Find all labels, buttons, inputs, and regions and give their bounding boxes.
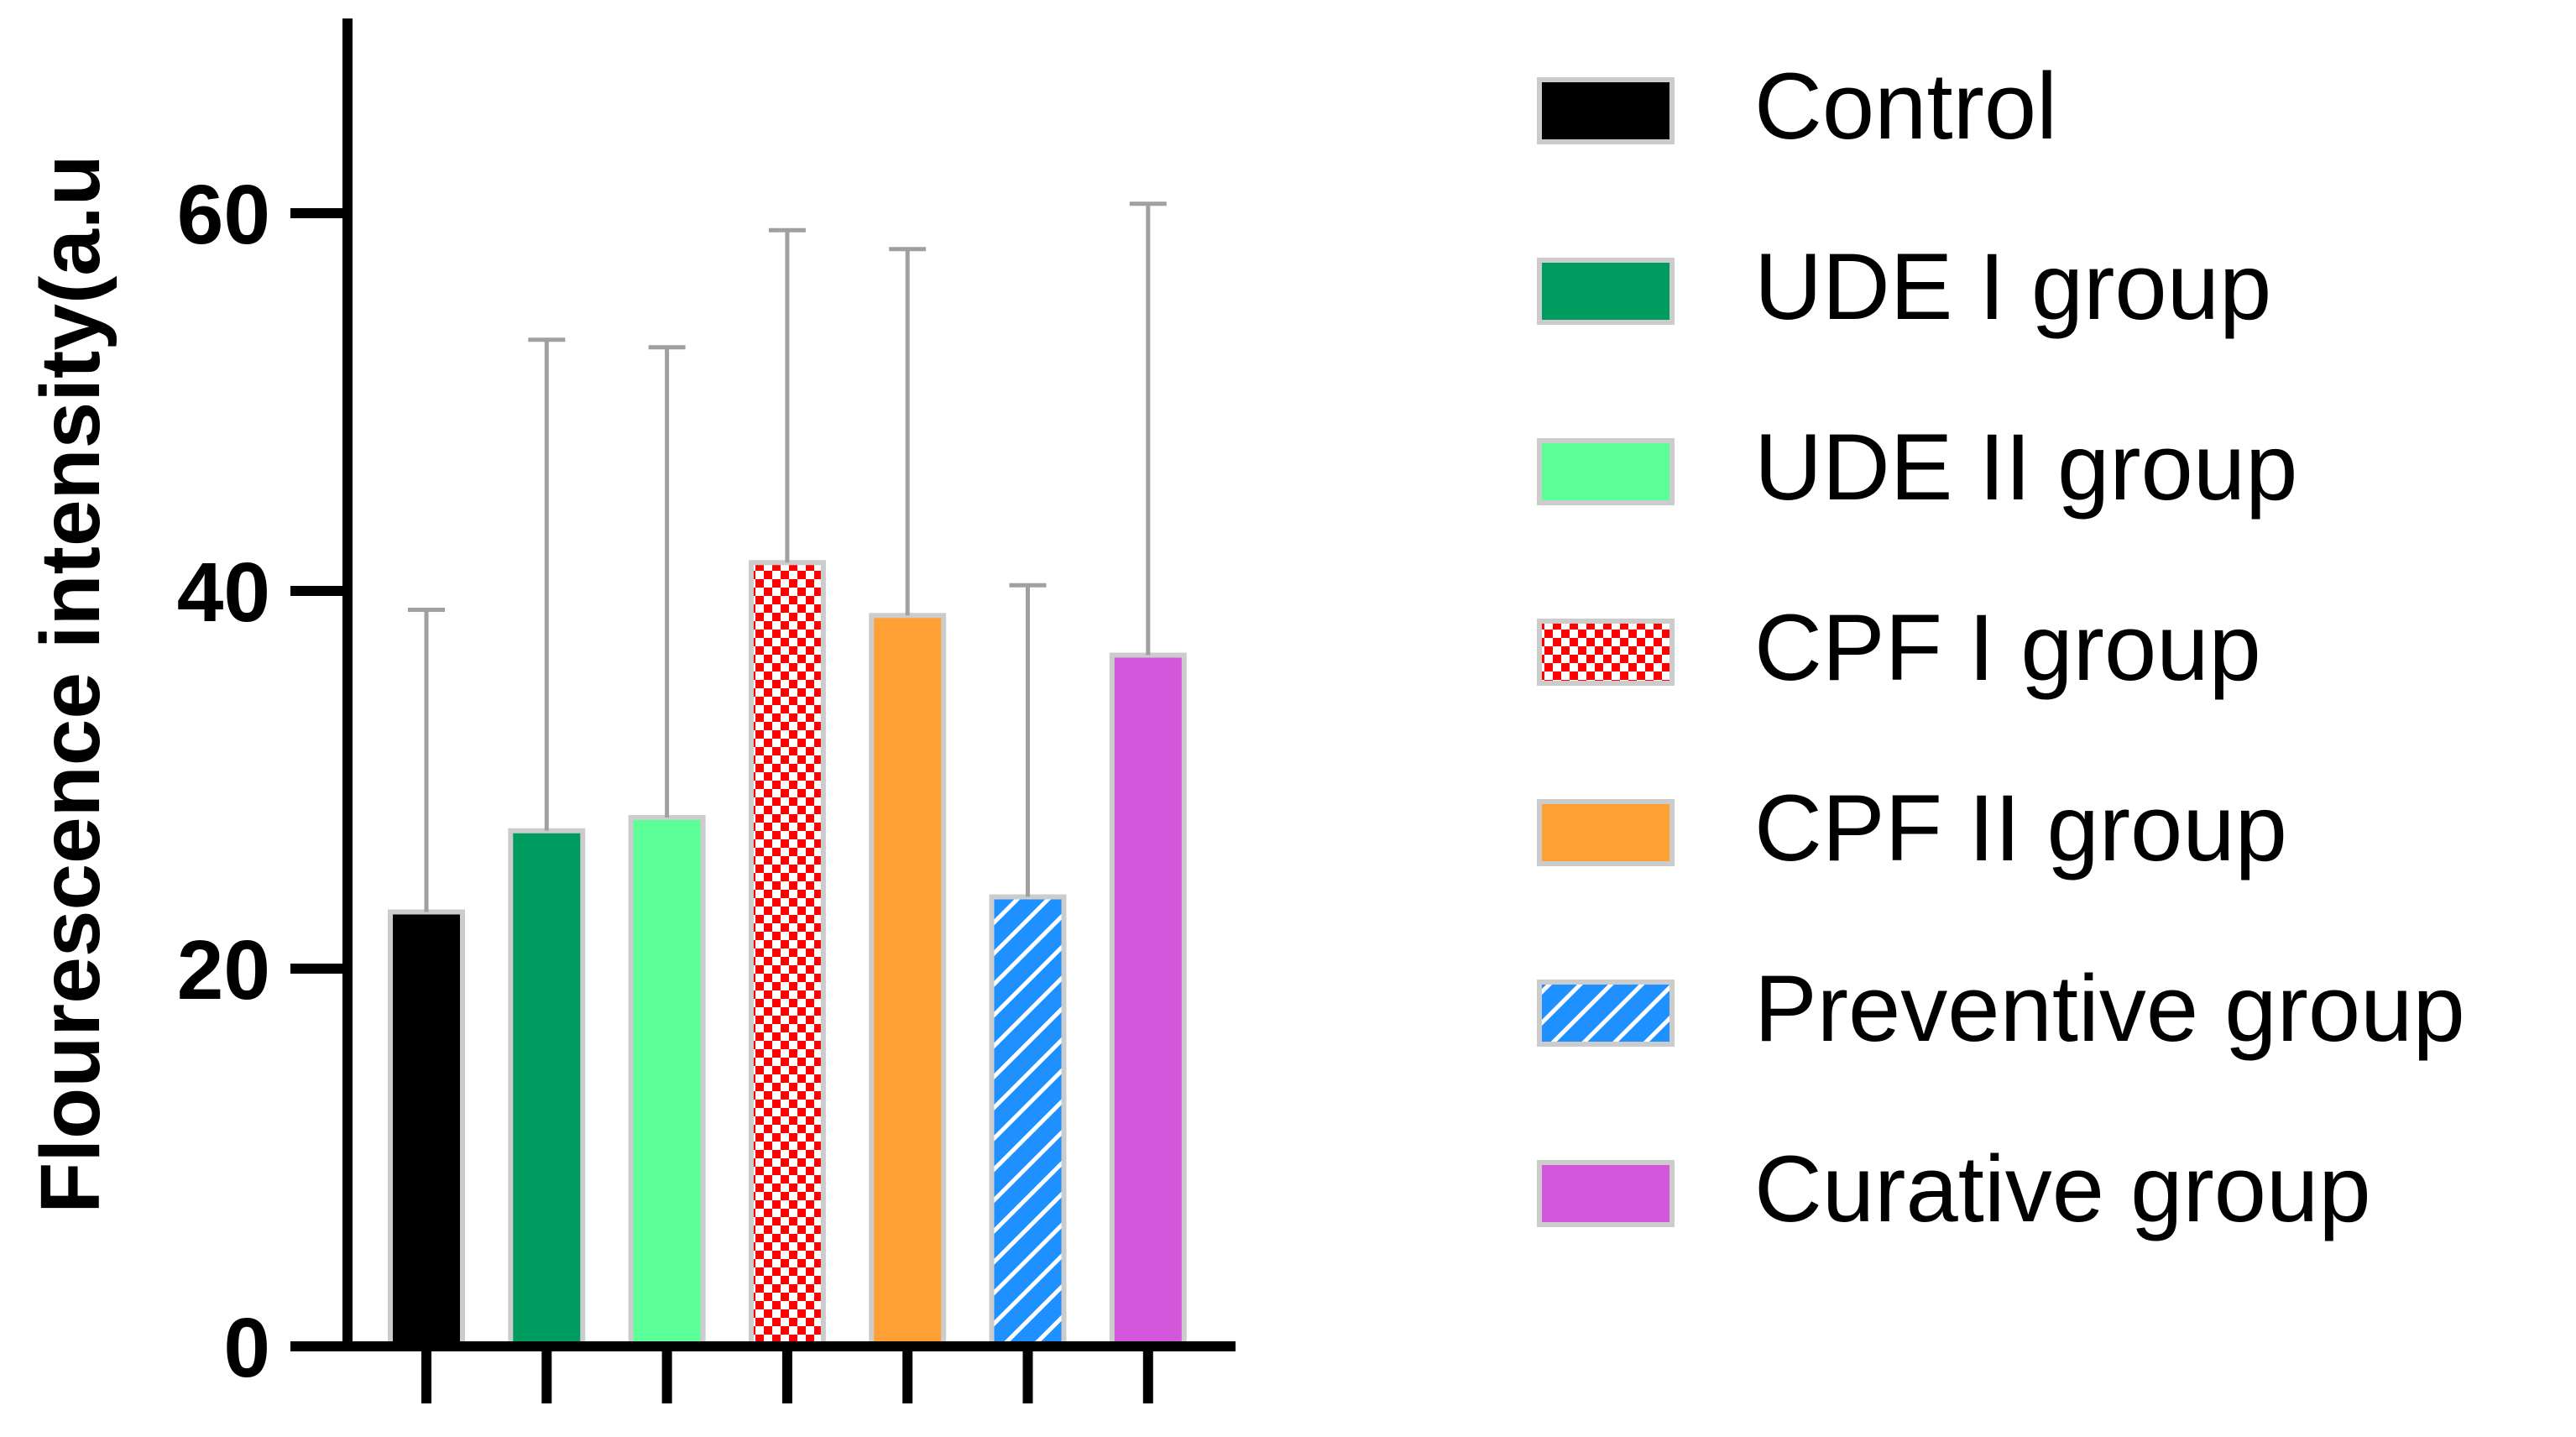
legend-swatch-ude-i-group: [1537, 258, 1675, 325]
legend-label-preventive-group: Preventive group: [1754, 956, 2465, 1061]
legend-swatch-preventive-group: [1537, 980, 1675, 1047]
legend-label-control: Control: [1754, 54, 2057, 159]
legend-label-curative-group: Curative group: [1754, 1137, 2371, 1241]
legend-swatch-ude-ii-group: [1537, 438, 1675, 505]
bar-control: [388, 909, 465, 1349]
bar-preventive-group: [989, 894, 1067, 1349]
legend-label-cpf-ii-group: CPF II group: [1754, 776, 2287, 880]
legend-label-ude-i-group: UDE I group: [1754, 234, 2271, 339]
legend-label-cpf-i-group: CPF I group: [1754, 595, 2261, 700]
legend-swatch-cpf-i-group: [1537, 619, 1675, 686]
bar-ude-i-group: [508, 828, 586, 1349]
y-tick-label-60: 60: [177, 168, 270, 262]
legend-label-ude-ii-group: UDE II group: [1754, 415, 2297, 520]
y-tick-label-20: 20: [177, 923, 270, 1017]
y-axis-title: Flourescence intensity(a.u: [24, 154, 118, 1213]
legend-swatch-cpf-ii-group: [1537, 799, 1675, 866]
legend-swatch-curative-group: [1537, 1160, 1675, 1227]
legend-swatch-control: [1537, 77, 1675, 144]
bar-curative-group: [1109, 652, 1187, 1349]
bar-cpf-ii-group: [869, 613, 947, 1349]
y-tick-label-0: 0: [223, 1301, 270, 1395]
bar-cpf-i-group: [748, 560, 826, 1349]
y-tick-label-40: 40: [177, 546, 270, 640]
bar-ude-ii-group: [628, 815, 706, 1349]
